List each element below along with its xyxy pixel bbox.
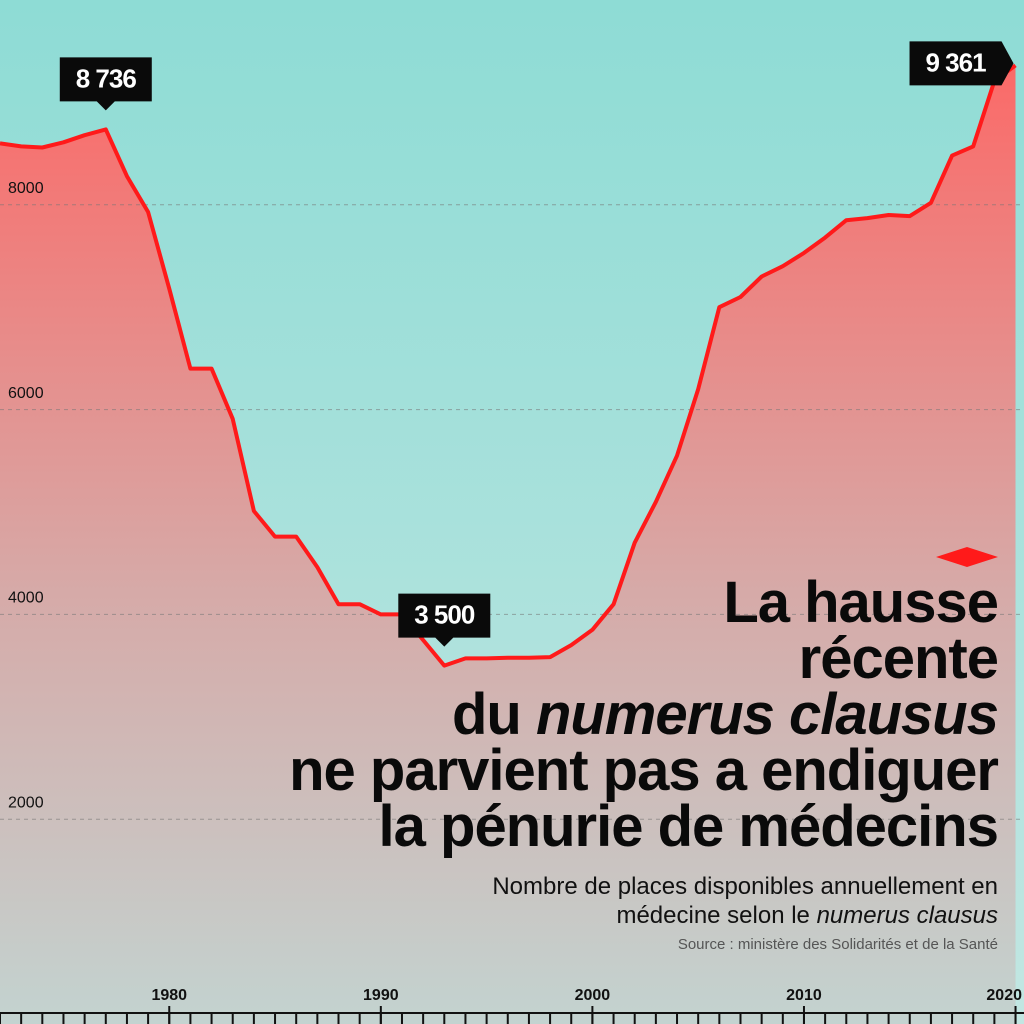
- title-line: ne parvient pas a endiguer: [289, 738, 999, 803]
- title: La hausse récente du numerus clausus ne par…: [289, 574, 999, 856]
- callout: 8 736: [59, 57, 152, 111]
- y-tick-label: 2000: [8, 794, 44, 811]
- subtitle-italic: numerus clausus: [816, 902, 998, 929]
- callout-box: [909, 41, 1014, 86]
- plot: 2000 4000 6000 8000 1980 1990 2000 2010 2020 8 73…: [0, 41, 1024, 1024]
- data-label: 9 361: [925, 47, 986, 77]
- subtitle: Nombre de places disponibles annuellemen…: [492, 872, 998, 930]
- x-tick-label: 1980: [151, 987, 187, 1004]
- y-tick-label: 8000: [8, 180, 44, 197]
- data-label: 8 736: [76, 63, 137, 93]
- x-tick-label: 2010: [786, 987, 822, 1004]
- diamond-icon: [936, 547, 998, 567]
- line: [0, 63, 1017, 668]
- callout-box: [398, 593, 491, 647]
- subtitle-line: Nombre de places disponibles annuellemen…: [492, 873, 998, 900]
- callout: 9 361: [909, 41, 1014, 86]
- title-line: du: [451, 682, 536, 747]
- title-line: récente: [798, 626, 999, 691]
- x-tick-label: 2000: [575, 987, 611, 1004]
- callout: 3 500: [398, 593, 491, 647]
- subtitle-line: médecine selon le: [616, 902, 817, 929]
- data-label: 3 500: [414, 599, 475, 629]
- y-tick-label: 4000: [8, 590, 44, 607]
- title-italic: numerus clausus: [535, 682, 999, 747]
- area-fill: [0, 65, 1016, 1024]
- x-tick-label: 1990: [363, 987, 399, 1004]
- callout-box: [59, 57, 152, 111]
- x-tick-label: 2020: [986, 987, 1022, 1004]
- y-tick-label: 6000: [8, 385, 44, 402]
- title-line: la pénurie de médecins: [378, 794, 999, 859]
- source: Source : ministère des Solidarités et de…: [677, 936, 998, 953]
- title-line: La hausse: [723, 570, 999, 635]
